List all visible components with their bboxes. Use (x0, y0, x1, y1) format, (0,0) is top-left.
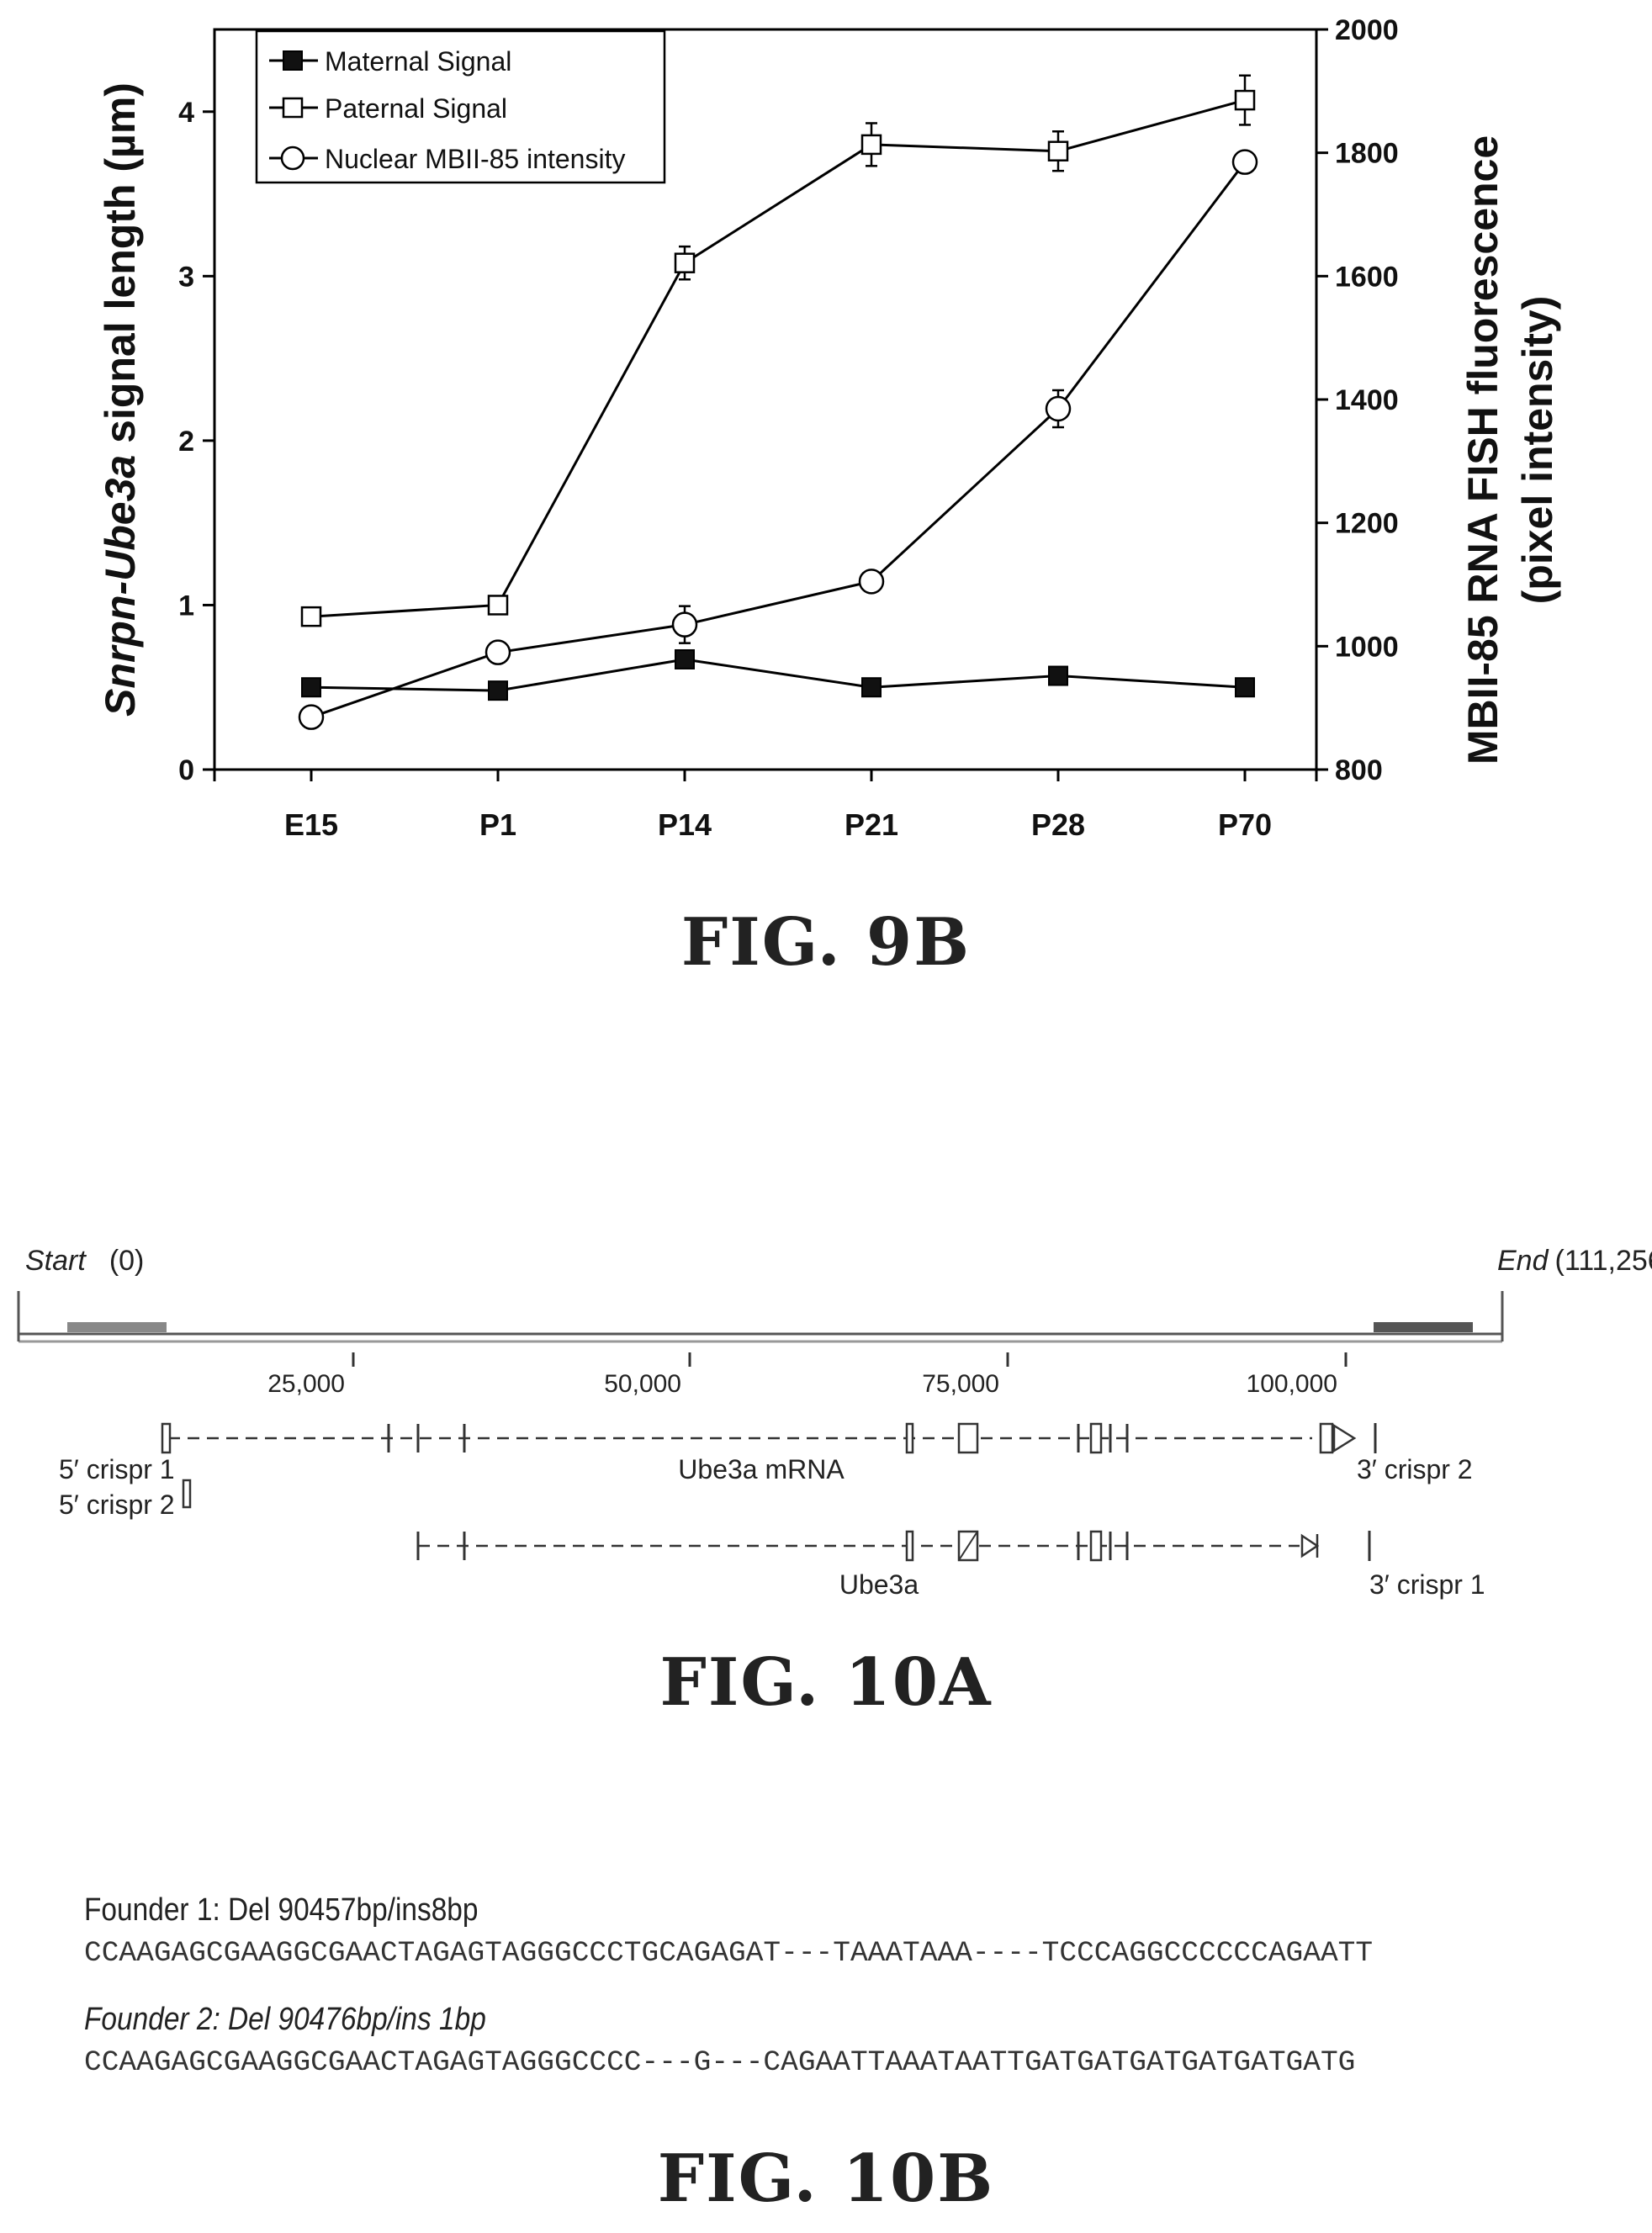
ube3a-gene-track (416, 1530, 1320, 1562)
right-homology-arm (1374, 1322, 1473, 1332)
left-tick-label: 0 (178, 754, 194, 786)
left-tick-label: 2 (178, 426, 194, 458)
data-point-nuclear (298, 704, 325, 730)
legend-box (255, 29, 666, 184)
series-line-1 (310, 658, 1246, 692)
data-point-nuclear (1231, 149, 1258, 175)
legend-entry-paternal: Paternal Signal (269, 93, 507, 124)
end-label: End(111,256) (1497, 1245, 1652, 1277)
data-point-maternal (675, 648, 695, 669)
fig10b-caption: FIG. 10B (657, 2140, 995, 2217)
data-point-nuclear (858, 569, 885, 595)
label-5-crispr-2: 5′ crispr 2 (59, 1490, 175, 1520)
fig9b-line-chart: 0 1 2 3 4 800 1000 1200 1400 1600 1800 2000 E15 P1 P14… (97, 14, 1561, 842)
svg-text:75,000: 75,000 (922, 1370, 999, 1398)
data-point-maternal (1235, 677, 1255, 698)
data-point-paternal (674, 252, 696, 273)
fig10a-gene-map: Start(0) End(111,256) 25,000 50,000 75,0… (17, 1245, 1652, 1600)
series-line-2 (310, 98, 1246, 618)
legend-marker-paternal (282, 97, 304, 119)
data-point-nuclear (484, 639, 511, 665)
x-tick-label: P21 (845, 807, 898, 842)
scale-tick-75000: 75,000 (922, 1352, 1009, 1398)
data-point-maternal (301, 677, 321, 698)
fig10a-caption: FIG. 10A (659, 1644, 993, 1721)
data-point-maternal (861, 677, 882, 698)
label-ube3a: Ube3a (839, 1569, 919, 1600)
legend-entry-nuclear: Nuclear MBII-85 intensity (269, 144, 625, 174)
legend: Maternal Signal Paternal Signal Nuclear … (255, 29, 666, 184)
data-point-paternal (1234, 89, 1256, 111)
founder2-block: Founder 2: Del 90476bp/ins 1bp CCAAGAGCG… (84, 2002, 1355, 2079)
right-tick-label: 2000 (1335, 14, 1399, 46)
genomic-scale-bar (17, 1291, 1504, 1343)
fig9b-caption: FIG. 9B (680, 904, 972, 981)
series-line-3 (310, 161, 1247, 719)
right-tick-label: 1200 (1335, 508, 1399, 540)
ube3a-mrna-track (161, 1422, 1357, 1454)
x-tick-label: P70 (1218, 807, 1272, 842)
right-tick-label: 1400 (1335, 384, 1399, 416)
right-tick-label: 1800 (1335, 138, 1399, 170)
start-label: Start (0) (25, 1245, 144, 1277)
right-axis-title-line1: MBII-85 RNA FISH fluorescence (1459, 135, 1506, 765)
label-ube3a-mrna: Ube3a mRNA (678, 1454, 845, 1484)
right-tick-label: 1000 (1335, 631, 1399, 663)
data-point-nuclear (671, 611, 698, 638)
x-tick-label: P14 (658, 807, 712, 842)
scale-tick-25000: 25,000 (267, 1352, 355, 1398)
legend-label-paternal: Paternal Signal (325, 93, 507, 124)
x-tick-label: P28 (1031, 807, 1085, 842)
label-5-crispr-1: 5′ crispr 1 (59, 1454, 175, 1484)
data-point-paternal (300, 606, 322, 627)
x-tick-label: E15 (284, 807, 338, 842)
svg-text:25,000: 25,000 (267, 1370, 345, 1398)
right-tick-label: 1600 (1335, 261, 1399, 293)
founder1-title: Founder 1: Del 90457bp/ins8bp (84, 1892, 479, 1928)
legend-entry-maternal: Maternal Signal (269, 46, 511, 77)
founder2-sequence: CCAAGAGCGAAGGCGAACTAGAGTAGGGCCCC---G---C… (84, 2046, 1356, 2079)
svg-text:100,000: 100,000 (1247, 1370, 1337, 1398)
right-axis-title-line2: (pixel intensity) (1514, 296, 1561, 605)
x-tick-label: P1 (479, 807, 516, 842)
scale-tick-100000: 100,000 (1247, 1352, 1348, 1398)
founder1-block: Founder 1: Del 90457bp/ins8bp CCAAGAGCGA… (84, 1892, 1373, 1970)
legend-label-maternal: Maternal Signal (325, 46, 511, 77)
data-point-paternal (1047, 140, 1069, 161)
left-tick-label: 4 (178, 97, 194, 129)
svg-text:50,000: 50,000 (604, 1370, 681, 1398)
label-3-crispr-2: 3′ crispr 2 (1357, 1454, 1473, 1484)
label-3-crispr-1: 3′ crispr 1 (1369, 1569, 1485, 1600)
legend-marker-maternal (283, 50, 303, 71)
data-point-nuclear (1045, 395, 1072, 422)
left-tick-label: 1 (178, 590, 194, 622)
right-tick-label: 800 (1335, 754, 1383, 786)
legend-marker-nuclear (280, 146, 305, 171)
legend-label-nuclear: Nuclear MBII-85 intensity (325, 144, 625, 174)
left-axis-title: Snrpn-Ube3a signal length (µm) (97, 82, 144, 717)
data-point-paternal (860, 134, 882, 156)
crispr5-2-mark (182, 1479, 192, 1509)
founder2-title: Founder 2: Del 90476bp/ins 1bp (84, 2002, 486, 2037)
data-point-maternal (488, 680, 508, 701)
left-tick-label: 3 (178, 261, 194, 293)
founder1-sequence: CCAAGAGCGAAGGCGAACTAGAGTAGGGCCCTGCAGAGAT… (84, 1937, 1374, 1970)
data-point-maternal (1048, 665, 1068, 686)
left-homology-arm (67, 1322, 167, 1332)
scale-tick-50000: 50,000 (604, 1352, 691, 1398)
data-point-paternal (487, 595, 509, 616)
